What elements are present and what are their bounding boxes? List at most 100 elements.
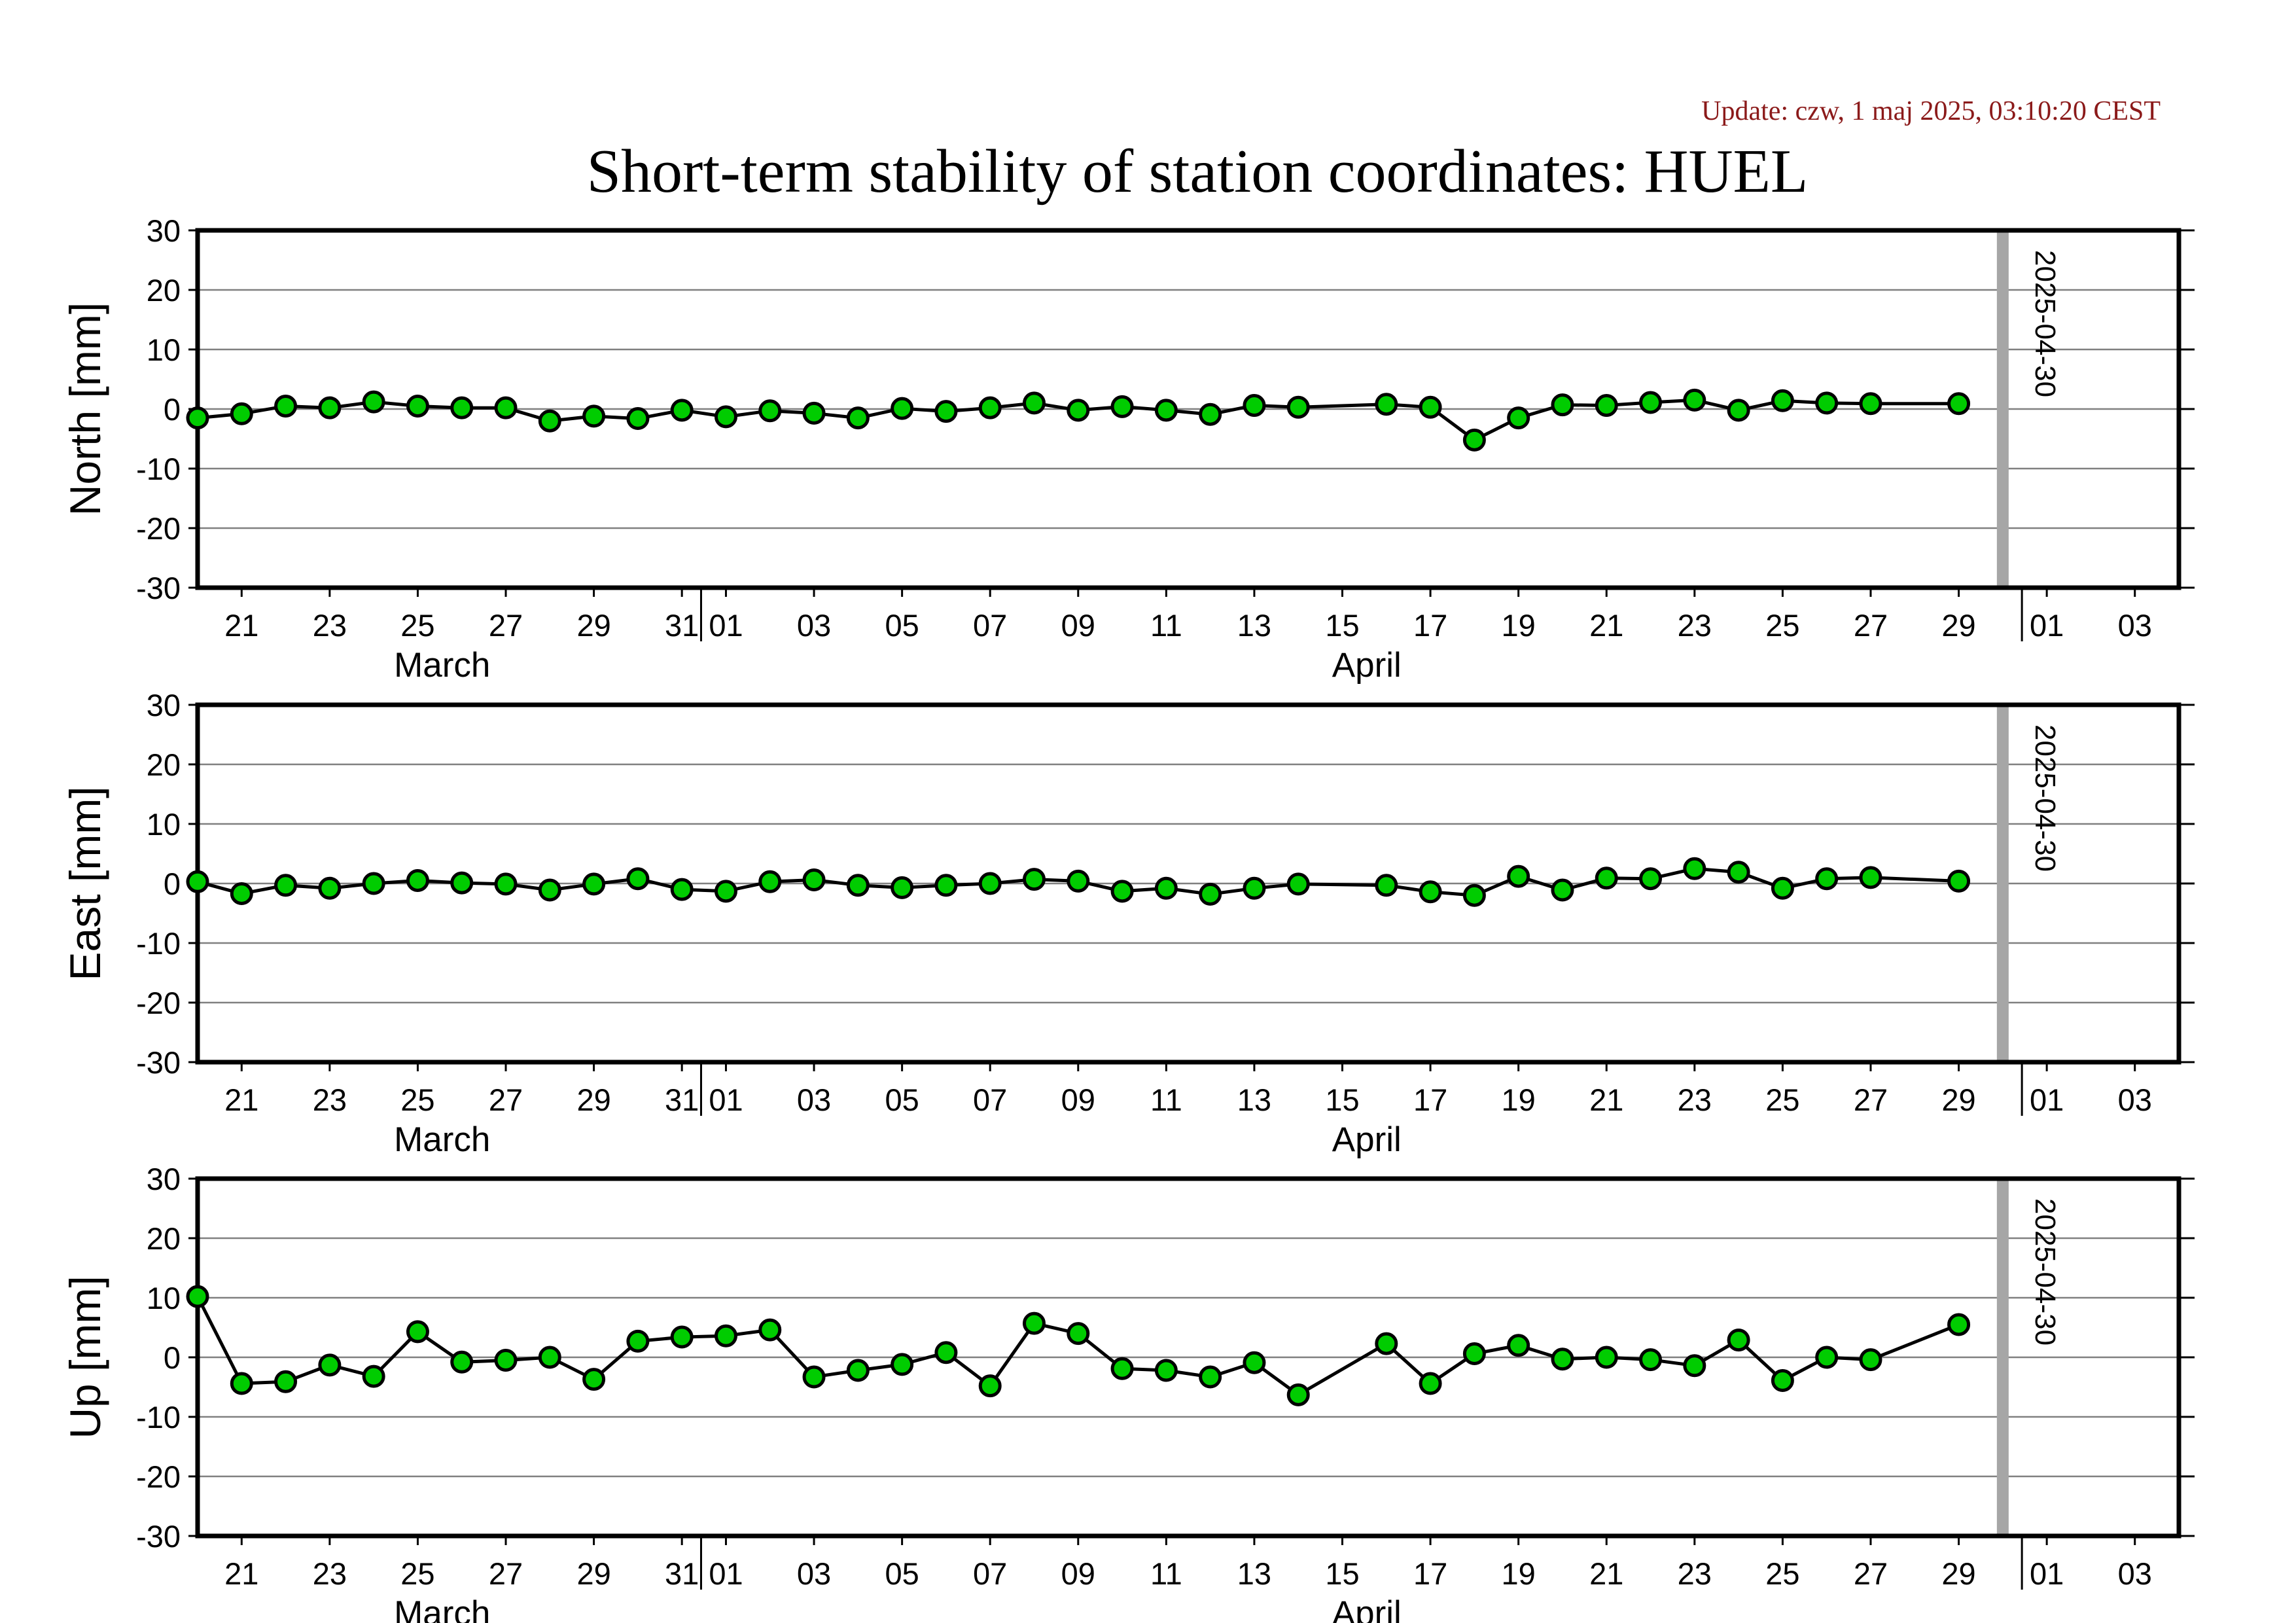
data-point: [891, 397, 914, 420]
data-point: [846, 1359, 870, 1382]
y-tick-label: -20: [136, 511, 181, 546]
month-label: April: [1332, 646, 1402, 685]
x-tick-label: 27: [489, 1556, 523, 1591]
x-tick-label: 29: [1941, 1082, 1975, 1117]
y-tick-label: -20: [136, 986, 181, 1020]
x-tick-label: 25: [1765, 1556, 1799, 1591]
data-point: [978, 872, 1002, 895]
x-tick-label: 03: [2118, 1556, 2152, 1591]
data-point: [1683, 857, 1706, 880]
plot-frame: [195, 1176, 2181, 1539]
data-point: [891, 1353, 914, 1376]
data-point: [494, 1349, 518, 1372]
date-marker-label: 2025-04-30: [2029, 1198, 2061, 1346]
x-tick-label: 19: [1502, 1556, 1536, 1591]
y-tick-label: 10: [147, 807, 181, 842]
data-point: [230, 402, 253, 425]
data-point: [846, 406, 870, 430]
month-label: April: [1332, 1594, 1402, 1623]
data-point: [758, 870, 782, 893]
data-point: [1683, 1354, 1706, 1378]
x-tick-label: 29: [1941, 1556, 1975, 1591]
data-point: [714, 880, 737, 903]
x-tick-label: 25: [1765, 608, 1799, 643]
x-tick-label: 03: [2118, 608, 2152, 643]
data-point: [978, 1374, 1002, 1398]
x-tick-label: 05: [885, 608, 919, 643]
x-tick-label: 01: [2030, 1082, 2064, 1117]
data-point: [1771, 1368, 1794, 1392]
data-point: [802, 1365, 826, 1389]
x-tick-label: 23: [1678, 1082, 1712, 1117]
data-point: [362, 1364, 385, 1388]
x-tick-label: 13: [1237, 1082, 1271, 1117]
y-tick-label: 20: [147, 1221, 181, 1256]
data-point: [1595, 866, 1618, 890]
x-tick-label: 23: [313, 608, 347, 643]
x-tick-label: 21: [224, 608, 258, 643]
x-tick-label: 03: [797, 1556, 831, 1591]
data-point: [582, 404, 606, 428]
x-tick-label: 21: [1589, 1556, 1623, 1591]
data-point: [626, 1329, 650, 1353]
data-point: [1419, 1372, 1442, 1395]
x-tick-label: 09: [1061, 608, 1095, 643]
data-point: [538, 409, 561, 433]
data-point: [1595, 1346, 1618, 1369]
x-tick-label: 23: [313, 1082, 347, 1117]
data-point: [186, 1285, 209, 1308]
x-tick-label: 23: [1678, 1556, 1712, 1591]
x-tick-label: 21: [1589, 1082, 1623, 1117]
data-point: [582, 872, 606, 896]
panels: 30 20 10 0 -10 -20 -30 North [mm] 2025-04-30 21 23…: [61, 213, 2195, 1623]
x-tick-label: 03: [2118, 1082, 2152, 1117]
data-point: [1771, 876, 1794, 900]
data-point: [450, 396, 474, 419]
data-point: [1110, 395, 1134, 418]
x-tick-label: 17: [1413, 608, 1447, 643]
y-tick-label: -30: [136, 1519, 181, 1554]
y-tick-label: 30: [147, 1162, 181, 1196]
data-point: [1154, 1359, 1178, 1382]
data-point: [186, 406, 209, 430]
panel-east: 30 20 10 0 -10 -20 -30 East [mm] 2025-04-30 21 23 2…: [61, 688, 2195, 1159]
x-tick-label: 11: [1150, 1556, 1182, 1591]
month-label: March: [394, 646, 490, 685]
x-tick-label: 31: [665, 608, 699, 643]
y-tick-label: -30: [136, 1045, 181, 1080]
data-point: [494, 396, 518, 419]
x-tick-label: 27: [1854, 608, 1888, 643]
data-point: [1286, 1383, 1310, 1406]
x-tick-label: 19: [1502, 1082, 1536, 1117]
data-point: [846, 874, 870, 897]
data-point: [1067, 1322, 1090, 1346]
x-tick-label: 15: [1325, 1082, 1359, 1117]
y-tick-label: -10: [136, 452, 181, 486]
y-tick-label: -30: [136, 571, 181, 605]
data-point: [1199, 402, 1222, 426]
data-point: [406, 394, 429, 418]
update-timestamp: Update: czw, 1 maj 2025, 03:10:20 CEST: [1701, 96, 2161, 126]
month-label: March: [394, 1594, 490, 1623]
data-point: [1683, 388, 1706, 412]
data-point: [538, 878, 561, 902]
x-tick-label: 07: [973, 1556, 1007, 1591]
panel-north: 30 20 10 0 -10 -20 -30 North [mm] 2025-04-30 21 23…: [61, 213, 2195, 685]
data-point: [670, 399, 694, 422]
y-tick-label: 0: [164, 392, 181, 427]
data-point: [1067, 399, 1090, 422]
data-point: [1507, 1334, 1530, 1357]
data-point: [538, 1346, 561, 1369]
date-marker-label: 2025-04-30: [2029, 724, 2061, 872]
data-point: [362, 872, 385, 895]
y-tick-label: 20: [147, 747, 181, 782]
data-point: [494, 872, 518, 896]
data-point: [1375, 393, 1398, 416]
y-tick-label: -20: [136, 1459, 181, 1494]
data-point: [1639, 391, 1663, 414]
x-tick-label: 27: [489, 608, 523, 643]
data-point: [450, 871, 474, 895]
y-tick-label: -10: [136, 926, 181, 961]
data-point: [670, 878, 694, 901]
